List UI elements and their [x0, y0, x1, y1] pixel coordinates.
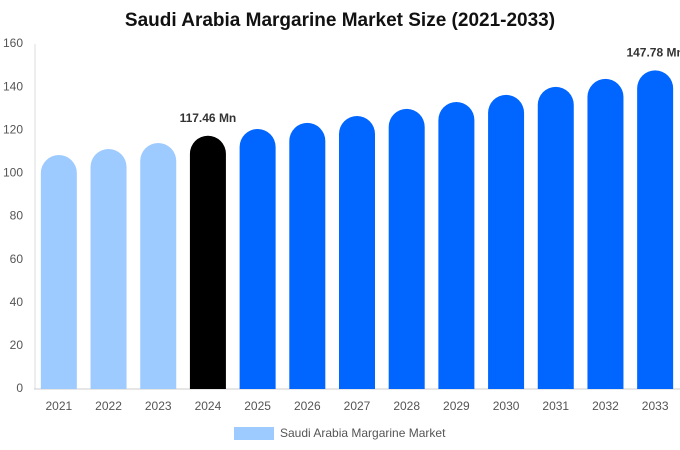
chart-title: Saudi Arabia Margarine Market Size (2021…	[125, 10, 555, 31]
y-tick-label: 0	[16, 381, 23, 395]
legend-swatch	[234, 427, 274, 440]
bar	[637, 70, 674, 390]
y-tick-label: 80	[10, 209, 24, 223]
x-tick-label: 2028	[393, 399, 420, 413]
bar	[189, 135, 226, 389]
bar	[488, 94, 525, 389]
x-tick-label: 2025	[244, 399, 271, 413]
legend-label: Saudi Arabia Margarine Market	[280, 426, 446, 440]
x-tick-label: 2029	[443, 399, 470, 413]
bar	[339, 116, 375, 389]
bar	[587, 78, 624, 390]
y-tick-label: 40	[10, 295, 24, 309]
value-label: 147.78 Mn	[626, 46, 680, 60]
x-tick-label: 2027	[344, 399, 371, 413]
bar	[40, 155, 77, 389]
x-tick-label: 2030	[493, 399, 520, 413]
y-tick-label: 100	[3, 166, 23, 180]
x-tick-label: 2022	[95, 399, 122, 413]
x-tick-label: 2031	[542, 399, 569, 413]
bar	[239, 128, 276, 390]
bar	[388, 108, 425, 389]
x-tick-label: 2021	[45, 399, 72, 413]
bar	[289, 122, 326, 389]
y-tick-label: 160	[3, 36, 23, 50]
value-label: 117.46 Mn	[180, 111, 237, 125]
y-tick-label: 120	[3, 122, 23, 136]
x-tick-label: 2033	[642, 399, 669, 413]
bar	[140, 142, 177, 389]
x-tick-label: 2032	[592, 399, 619, 413]
y-tick-label: 20	[10, 338, 24, 352]
y-tick-label: 140	[3, 79, 23, 93]
y-tick-label: 60	[10, 252, 24, 266]
bar	[438, 102, 475, 390]
bar	[537, 86, 574, 389]
x-tick-label: 2024	[195, 399, 222, 413]
bar	[90, 149, 127, 389]
x-tick-label: 2026	[294, 399, 321, 413]
x-tick-label: 2023	[145, 399, 172, 413]
